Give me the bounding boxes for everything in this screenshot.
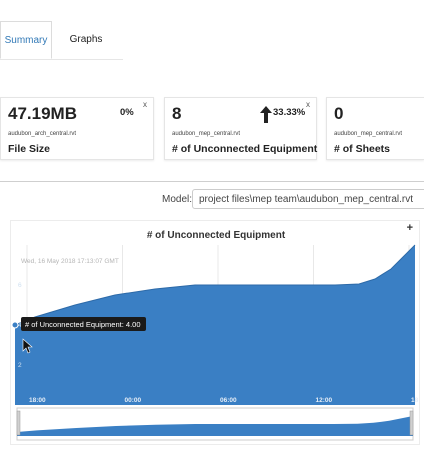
- close-icon[interactable]: x: [306, 100, 310, 109]
- tooltip-text: # of Unconnected Equipment: 4.00: [25, 320, 141, 329]
- tooltip-box: [21, 317, 146, 331]
- card-file-name: audubon_mep_central.rvt: [172, 131, 241, 137]
- arrow-up-icon: [260, 106, 272, 123]
- data-point: [11, 321, 19, 329]
- card-label: File Size: [8, 143, 51, 155]
- chart-panel: # of Unconnected Equipment + 2 4 6 18:00 00…: [10, 220, 420, 445]
- area-chart[interactable]: 2 4 6 18:00 00:00 06:00 12:00 18 Wed, 16 May 2…: [11, 221, 419, 444]
- card-value: 47.19MB: [8, 104, 77, 123]
- card-label: # of Unconnected Equipment: [172, 143, 318, 155]
- chart-title: # of Unconnected Equipment: [146, 230, 286, 241]
- section-divider: [0, 181, 424, 182]
- tooltip: # of Unconnected Equipment: 4.00: [11, 317, 146, 331]
- card-change: 0%: [120, 107, 134, 118]
- card-value: 8: [172, 104, 182, 123]
- navigator-area: [17, 416, 413, 436]
- model-select[interactable]: [192, 189, 424, 209]
- x-tick-label: 18:00: [29, 397, 46, 404]
- y-tick-label: 4: [18, 322, 22, 329]
- card-file-name: audubon_arch_central.rvt: [8, 131, 77, 137]
- file-size-card: 47.19MB 0% x audubon_arch_central.rvt Fi…: [0, 97, 154, 160]
- x-tick-label: 00:00: [125, 397, 142, 404]
- sheets-card: 0 audubon_mep_central.rvt # of Sheets: [326, 97, 424, 160]
- tab-summary[interactable]: Summary: [0, 21, 52, 59]
- x-tick-label: 12:00: [316, 397, 333, 404]
- model-label: Model:: [162, 194, 193, 205]
- tab-bar: Summary Graphs: [0, 21, 123, 60]
- date-label: Wed, 16 May 2018 17:13:07 GMT: [21, 258, 119, 265]
- navigator-right-handle[interactable]: [409, 410, 414, 436]
- unconnected-equipment-card: 8 33.33% x audubon_mep_central.rvt # of …: [164, 97, 317, 160]
- navigator[interactable]: [16, 407, 414, 441]
- card-label: # of Sheets: [334, 143, 391, 155]
- expand-icon[interactable]: +: [406, 222, 413, 234]
- y-tick-label: 2: [18, 362, 22, 369]
- series-line: [14, 244, 416, 326]
- tab-graphs[interactable]: Graphs: [69, 34, 103, 45]
- card-value: 0: [334, 104, 344, 123]
- close-icon[interactable]: x: [143, 100, 147, 109]
- card-change: 33.33%: [273, 107, 306, 118]
- cursor-arrow-icon: [22, 338, 33, 354]
- card-file-name: audubon_mep_central.rvt: [334, 131, 403, 137]
- x-tick-label: 06:00: [220, 397, 237, 404]
- navigator-left-handle[interactable]: [16, 410, 21, 436]
- x-tick-label: 18: [411, 397, 419, 404]
- y-tick-label: 6: [18, 282, 22, 289]
